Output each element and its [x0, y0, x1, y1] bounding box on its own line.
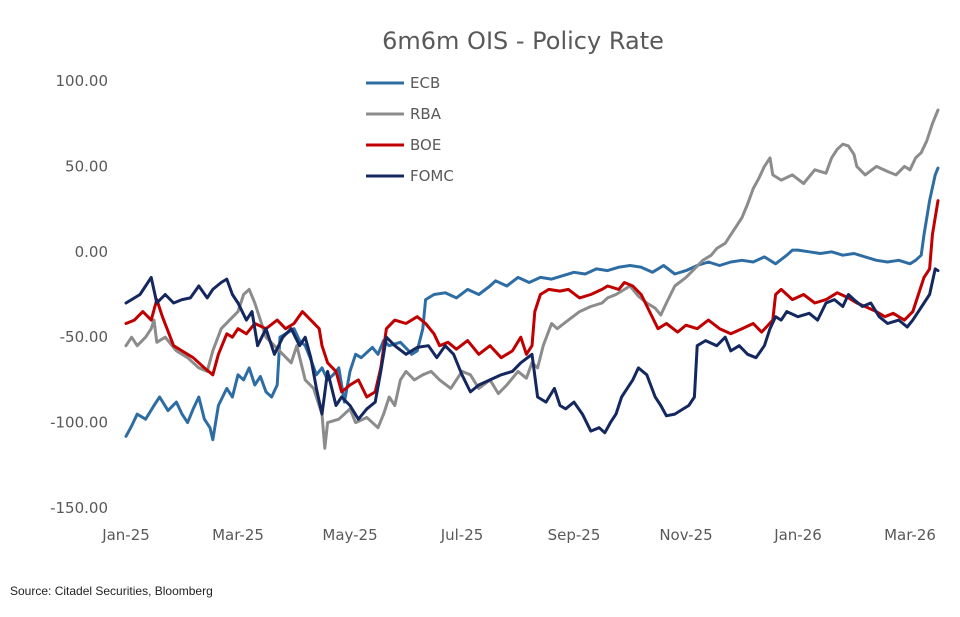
x-tick-label: Mar-25 — [212, 526, 264, 544]
y-tick-label: -100.00 — [50, 414, 108, 432]
x-tick-label: Jul-25 — [440, 526, 484, 544]
x-tick-label: May-25 — [322, 526, 377, 544]
legend-label-boe: BOE — [410, 136, 441, 154]
legend-label-fomc: FOMC — [410, 167, 454, 185]
legend-label-rba: RBA — [410, 105, 442, 123]
x-axis: Jan-25 Mar-25 May-25 Jul-25 Sep-25 Nov-25 Jan-… — [101, 526, 936, 544]
chart-title: 6m6m OIS - Policy Rate — [382, 27, 664, 55]
series-line-ecb — [124, 166, 940, 442]
x-tick-label: Jan-25 — [101, 526, 150, 544]
y-tick-label: 50.00 — [65, 157, 108, 175]
legend: ECB RBA BOE FOMC — [366, 74, 454, 185]
series-lines — [124, 108, 940, 450]
source-note: Source: Citadel Securities, Bloomberg — [10, 584, 213, 598]
y-tick-label: 100.00 — [56, 72, 109, 90]
y-tick-label: -150.00 — [50, 499, 108, 517]
series-line-fomc — [124, 267, 940, 435]
x-tick-label: Mar-26 — [884, 526, 936, 544]
y-tick-label: 0.00 — [75, 243, 108, 261]
y-tick-label: -50.00 — [60, 328, 108, 346]
legend-label-ecb: ECB — [410, 74, 440, 92]
series-line-rba — [124, 108, 940, 450]
y-axis: 100.00 50.00 0.00 -50.00 -100.00 -150.00 — [50, 72, 108, 517]
x-tick-label: Jan-26 — [773, 526, 822, 544]
x-tick-label: Nov-25 — [659, 526, 712, 544]
x-tick-label: Sep-25 — [548, 526, 601, 544]
